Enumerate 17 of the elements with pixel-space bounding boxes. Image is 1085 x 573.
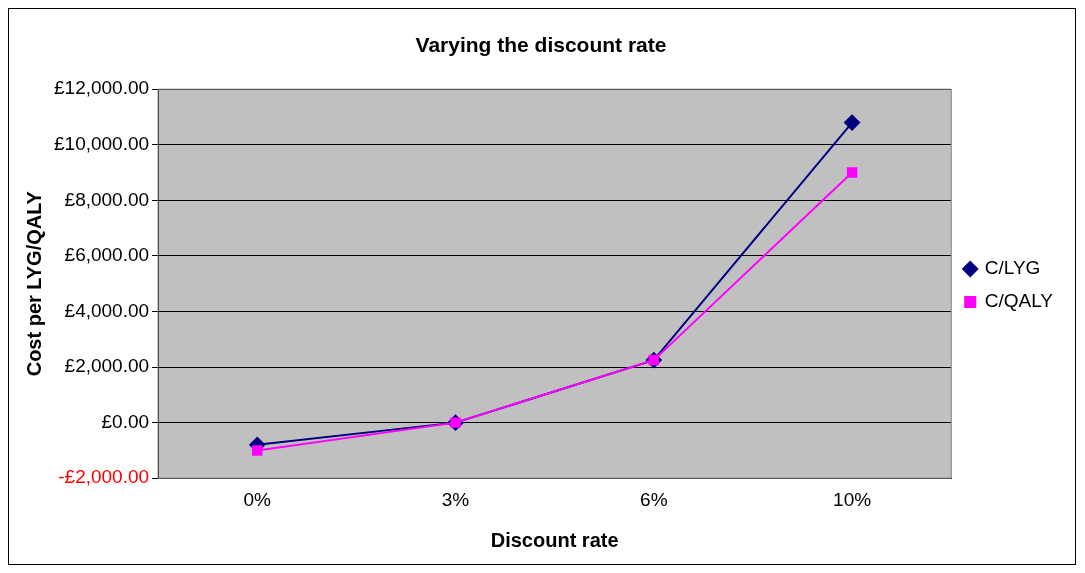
y-tick-label: £0.00 [101,410,150,432]
y-axis-title: Cost per LYG/QALY [22,190,45,377]
y-tick-label: £12,000.00 [54,77,150,99]
x-tick-label: 0% [243,488,272,510]
x-tick-label: 3% [441,488,470,510]
y-tick-label: £8,000.00 [64,188,150,210]
y-tick-label: £4,000.00 [64,299,150,321]
y-tick-label: -£2,000.00 [58,466,150,488]
x-tick-label: 10% [833,488,872,510]
chart-title: Varying the discount rate [415,33,667,57]
y-tick-label: £6,000.00 [64,244,150,266]
legend-label: C/QALY [984,290,1054,312]
x-axis-title: Discount rate [490,528,619,551]
x-tick-label: 6% [640,488,668,510]
y-tick-label: £10,000.00 [54,133,150,155]
y-tick-label: £2,000.00 [64,355,150,377]
legend-label: C/LYG [984,257,1041,279]
